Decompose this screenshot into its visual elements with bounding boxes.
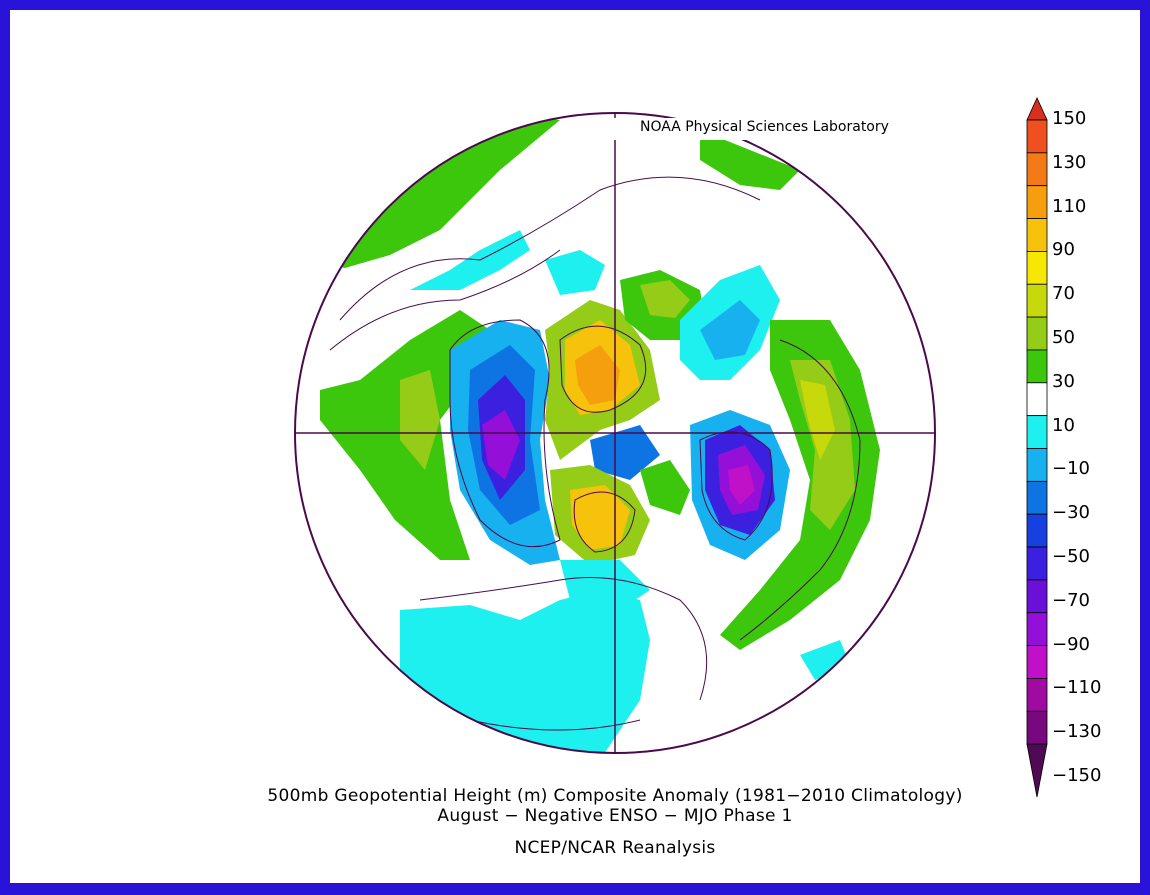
colorbar-swatch [1026, 349, 1048, 384]
colorbar-label: 90 [1052, 239, 1075, 261]
colorbar-label: 30 [1052, 370, 1075, 392]
colorbar-label: 130 [1052, 151, 1087, 173]
colorbar-label: 10 [1052, 414, 1075, 436]
globe-outline [294, 112, 936, 754]
colorbar-label: 150 [1052, 108, 1087, 129]
data-source: NCEP/NCAR Reanalysis [514, 838, 716, 858]
colorbar-label: −90 [1052, 633, 1090, 655]
colorbar-label: −110 [1052, 677, 1102, 699]
colorbar-swatch [1026, 513, 1048, 548]
colorbar-label: 70 [1052, 283, 1075, 305]
credit-box: NOAA Physical Sciences Laboratory [590, 118, 950, 140]
colorbar-swatch [1026, 678, 1048, 712]
colorbar-swatch [1026, 316, 1048, 351]
credit-text: NOAA Physical Sciences Laboratory [640, 119, 889, 135]
colorbar-label: −30 [1052, 502, 1090, 524]
colorbar-swatch [1026, 710, 1048, 745]
colorbar-swatch [1026, 612, 1048, 646]
colorbar-swatch [1026, 185, 1048, 219]
colorbar-swatch [1026, 218, 1048, 252]
colorbar-swatch [1026, 645, 1048, 679]
colorbar-swatch [1026, 448, 1048, 482]
colorbar-swatch [1026, 743, 1048, 798]
colorbar-label: −70 [1052, 589, 1090, 611]
colorbar [1026, 97, 1048, 798]
colorbar-label: −50 [1052, 546, 1090, 567]
colorbar-swatch [1026, 382, 1048, 417]
map-title: 500mb Geopotential Height (m) Composite … [267, 786, 963, 806]
colorbar-label: −10 [1052, 458, 1090, 480]
contour-lines [329, 176, 861, 731]
colorbar-swatch [1026, 579, 1048, 614]
colorbar-label: 110 [1052, 195, 1087, 217]
colorbar-label: −150 [1052, 765, 1102, 786]
colorbar-swatch [1026, 415, 1048, 449]
colorbar-swatch [1026, 250, 1048, 285]
colorbar-label: −130 [1052, 721, 1102, 743]
colorbar-swatch [1026, 119, 1048, 154]
colorbar-swatch [1026, 152, 1048, 187]
colorbar-swatch [1026, 480, 1048, 515]
map-subtitle: August − Negative ENSO − MJO Phase 1 [437, 806, 793, 826]
colorbar-label: 50 [1052, 327, 1075, 348]
colorbar-swatch [1026, 97, 1048, 121]
colorbar-swatch [1026, 283, 1048, 318]
colorbar-swatch [1026, 546, 1048, 581]
